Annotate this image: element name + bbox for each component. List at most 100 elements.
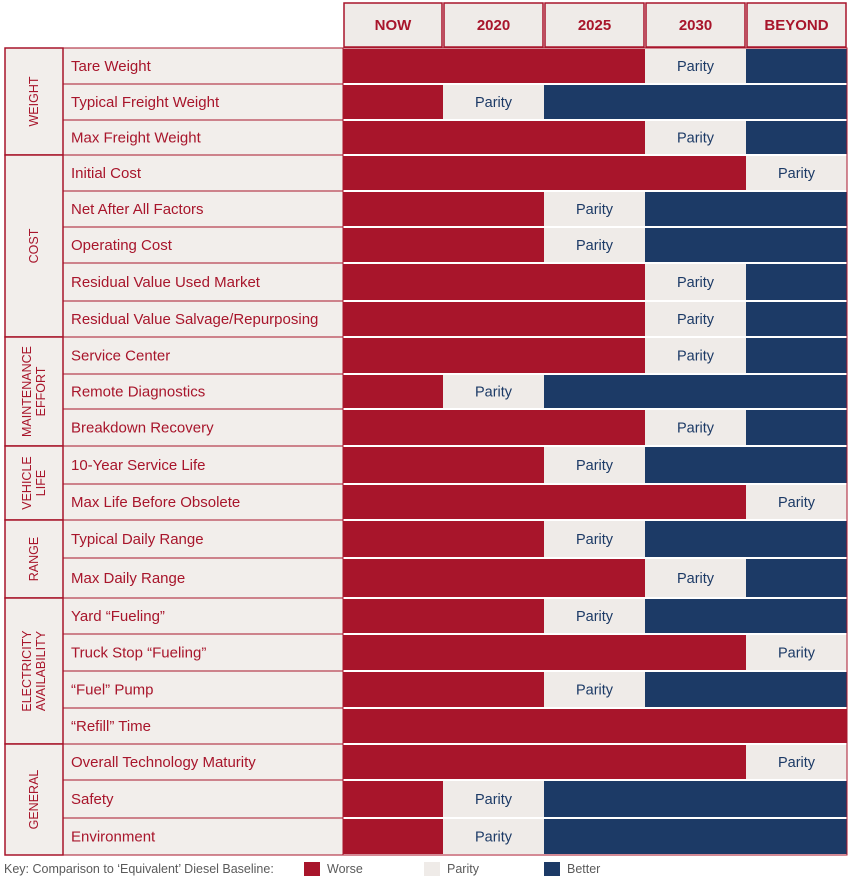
legend-swatch-better [544, 862, 560, 876]
column-header-label: 2020 [477, 17, 510, 34]
status-bar-better [645, 447, 847, 483]
status-bar-parity [544, 228, 645, 262]
group-cell [4, 597, 64, 745]
status-bar-parity [544, 521, 645, 557]
status-bar-parity [443, 375, 544, 408]
column-header-label: 2025 [578, 17, 611, 34]
group-label: COST [27, 228, 41, 263]
status-bar-worse [343, 264, 645, 300]
status-bar-parity [544, 192, 645, 226]
status-bar-parity [746, 745, 847, 779]
status-bar-worse [343, 521, 544, 557]
group-label-line: LIFE [34, 470, 48, 496]
status-bar-better [544, 375, 847, 408]
group-label: VEHICLELIFE [20, 456, 48, 510]
status-bar-worse [343, 781, 443, 817]
status-bar-better [645, 521, 847, 557]
status-bar-better [746, 338, 847, 373]
row-label-cell [62, 743, 344, 781]
group-label-line: COST [27, 228, 41, 263]
parity-label: Parity [778, 646, 816, 662]
column-header-now [343, 2, 443, 48]
status-bar-parity [544, 447, 645, 483]
row-label-cell [62, 445, 344, 485]
status-bar-worse [343, 49, 645, 83]
status-bar-parity [443, 819, 544, 854]
parity-label: Parity [677, 312, 715, 328]
row-label: Overall Technology Maturity [71, 754, 256, 771]
row-label: 10-Year Service Life [71, 457, 206, 474]
row-label-cell [62, 557, 344, 599]
status-bar-parity [443, 781, 544, 817]
row-label-cell [62, 817, 344, 856]
row-label: Residual Value Salvage/Repurposing [71, 311, 318, 328]
row-label-cell [62, 154, 344, 192]
column-header-label: BEYOND [764, 17, 828, 34]
parity-label: Parity [677, 571, 715, 587]
group-label: ELECTRICITYAVAILABILITY [20, 630, 48, 712]
column-header-2030 [645, 2, 746, 48]
row-label-cell [62, 408, 344, 447]
parity-label: Parity [576, 609, 614, 625]
parity-label: Parity [778, 495, 816, 511]
column-header-beyond [746, 2, 847, 48]
group-label-line: RANGE [27, 537, 41, 581]
status-bar-better [544, 85, 847, 119]
status-bar-parity [746, 635, 847, 670]
parity-label: Parity [576, 532, 614, 548]
status-bar-better [746, 49, 847, 83]
status-bar-worse [343, 709, 847, 743]
row-label: Max Freight Weight [71, 130, 202, 147]
row-label-cell [62, 300, 344, 338]
row-label: Typical Daily Range [71, 531, 204, 548]
column-header-label: 2030 [679, 17, 712, 34]
status-bar-worse [343, 635, 746, 670]
parity-label: Parity [576, 683, 614, 699]
row-label-cell [62, 262, 344, 302]
row-label: Max Life Before Obsolete [71, 494, 240, 511]
group-cell [4, 47, 64, 156]
status-bar-parity [443, 85, 544, 119]
row-label: Environment [71, 829, 156, 846]
status-bar-parity [645, 121, 746, 154]
parity-label: Parity [475, 95, 513, 111]
status-bar-better [746, 302, 847, 336]
readiness-chart: NOW 2020 2025 2030 BEYOND Tare Weight Parity Ty… [4, 2, 848, 856]
status-bar-worse [343, 192, 544, 226]
status-bar-worse [343, 85, 443, 119]
group-label: GENERAL [27, 770, 41, 830]
row-label: Net After All Factors [71, 201, 204, 218]
status-bar-better [645, 228, 847, 262]
parity-label: Parity [778, 166, 816, 182]
row-label: Safety [71, 791, 114, 808]
row-label-cell [62, 707, 344, 745]
row-label: Residual Value Used Market [71, 274, 261, 291]
parity-label: Parity [677, 131, 715, 147]
row-label: Yard “Fueling” [71, 608, 165, 625]
row-label: Breakdown Recovery [71, 420, 214, 437]
row-label: Typical Freight Weight [71, 94, 220, 111]
parity-label: Parity [576, 202, 614, 218]
group-label-line: MAINTENANCE [20, 346, 34, 437]
parity-label: Parity [677, 421, 715, 437]
row-label: Initial Cost [71, 165, 142, 182]
status-bar-parity [645, 49, 746, 83]
parity-label: Parity [677, 59, 715, 75]
status-bar-worse [343, 819, 443, 854]
row-label-cell [62, 190, 344, 228]
row-label: “Refill” Time [71, 718, 151, 735]
group-cell [4, 743, 64, 856]
grid-border [342, 47, 848, 856]
group-cell [4, 154, 64, 338]
status-bar-worse [343, 745, 746, 779]
status-bar-worse [343, 375, 443, 408]
row-label: Truck Stop “Fueling” [71, 645, 206, 662]
row-label-cell [62, 83, 344, 121]
status-bar-worse [343, 447, 544, 483]
row-label: Remote Diagnostics [71, 384, 205, 401]
status-bar-better [746, 559, 847, 597]
status-bar-better [544, 819, 847, 854]
legend-swatch-parity [424, 862, 440, 876]
status-bar-parity [645, 559, 746, 597]
row-label-cell [62, 226, 344, 264]
